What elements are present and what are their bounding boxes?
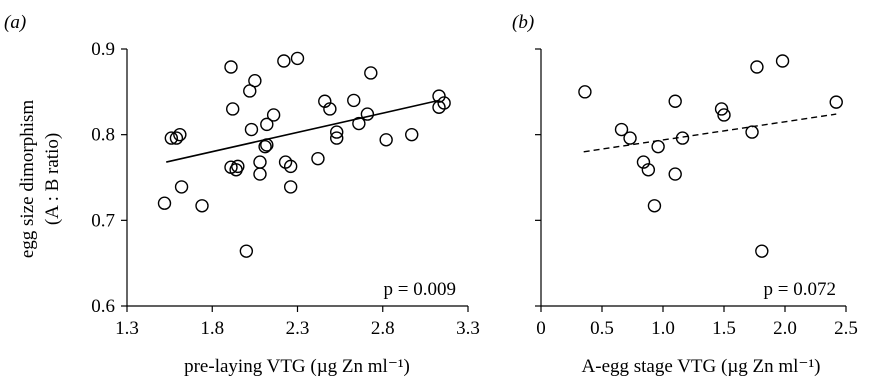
data-point	[173, 127, 187, 142]
y-tick-label: 0.9	[91, 39, 115, 60]
panel-a-xlabel: pre-laying VTG (µg Zn ml⁻¹)	[184, 356, 410, 377]
panel-a-label: (a)	[4, 12, 26, 33]
data-point	[330, 125, 344, 139]
data-point	[775, 54, 790, 68]
data-point	[432, 89, 446, 103]
y-tick-label: 0.8	[91, 125, 115, 146]
data-point	[266, 108, 281, 122]
data-point	[829, 95, 843, 109]
data-point	[668, 94, 682, 108]
panel-b-yticks	[535, 48, 541, 307]
data-point	[437, 96, 451, 110]
data-point	[364, 66, 378, 80]
data-point	[668, 167, 682, 181]
data-point	[714, 102, 729, 116]
panel-b-xlabel: A-egg stage VTG (µg Zn ml⁻¹)	[582, 356, 821, 377]
data-point	[157, 196, 172, 210]
data-point	[750, 60, 764, 74]
data-point	[347, 93, 361, 108]
data-point	[283, 180, 298, 194]
data-point	[323, 102, 337, 116]
data-point	[224, 60, 238, 74]
x-tick-label: 3.3	[456, 318, 480, 339]
data-point	[675, 131, 690, 145]
data-point	[651, 139, 665, 154]
panel-a: (a) egg size dimorphism (A : B ratio) 0.…	[4, 12, 480, 377]
x-tick-label: 0	[536, 318, 546, 339]
data-point	[311, 151, 325, 166]
data-point	[248, 73, 262, 88]
data-point	[745, 125, 759, 139]
data-point	[623, 131, 637, 145]
y-tick-label: 0.7	[91, 210, 115, 231]
data-point	[283, 159, 298, 174]
x-tick-label: 1.5	[712, 318, 736, 339]
data-point	[195, 199, 209, 213]
x-tick-label: 2.0	[773, 318, 797, 339]
data-point	[226, 102, 240, 116]
data-point	[231, 159, 245, 174]
x-tick-label: 2.5	[834, 318, 858, 339]
panel-a-ylabel: egg size dimorphism	[17, 100, 38, 259]
panel-a-p-value: p = 0.009	[384, 279, 456, 300]
data-point	[260, 117, 274, 132]
data-point	[253, 167, 267, 181]
x-tick-label: 2.3	[286, 318, 310, 339]
panel-b-points	[578, 54, 843, 258]
panel-b-axes	[540, 49, 846, 307]
data-point	[614, 122, 629, 137]
panel-b-p-value: p = 0.072	[764, 279, 836, 300]
panel-b-label: (b)	[512, 12, 534, 33]
data-point	[717, 108, 731, 122]
x-tick-label: 1.0	[651, 318, 675, 339]
data-point	[641, 163, 656, 177]
data-point	[755, 244, 769, 258]
panel-a-ylabel-2: (A : B ratio)	[42, 133, 63, 225]
data-point	[244, 122, 259, 137]
data-point	[258, 139, 272, 154]
data-point	[290, 51, 305, 66]
data-point	[578, 85, 592, 99]
data-point	[174, 180, 189, 194]
panel-a-points	[157, 51, 451, 258]
panel-a-xticks: 1.3 1.8 2.3 2.8 3.3	[115, 306, 480, 339]
data-point	[360, 107, 375, 121]
x-tick-label: 0.5	[590, 318, 614, 339]
data-point	[379, 133, 393, 147]
data-point	[253, 155, 267, 169]
panel-b-xticks: 0 0.5 1.0 1.5 2.0 2.5	[536, 306, 858, 339]
x-tick-label: 1.8	[200, 318, 224, 339]
data-point	[164, 131, 179, 145]
panel-a-trend-line	[166, 99, 440, 163]
data-point	[636, 155, 651, 169]
panel-a-yticks: 0.6 0.7 0.8 0.9	[91, 39, 127, 317]
data-point	[405, 127, 419, 142]
data-point	[647, 199, 662, 213]
x-tick-label: 2.8	[371, 318, 395, 339]
data-point	[260, 138, 274, 152]
panel-a-axes	[126, 49, 468, 307]
y-tick-label: 0.6	[91, 296, 115, 317]
data-point	[277, 54, 291, 68]
panel-b: (b) 0 0.5 1.0 1.5 2.0 2.5 p = 0.072 A-egg sta…	[512, 12, 858, 377]
data-point	[239, 244, 254, 258]
data-point	[352, 116, 366, 131]
data-point	[330, 131, 344, 145]
x-tick-label: 1.3	[115, 318, 139, 339]
data-point	[169, 131, 184, 145]
panel-b-trend-line	[583, 113, 837, 153]
